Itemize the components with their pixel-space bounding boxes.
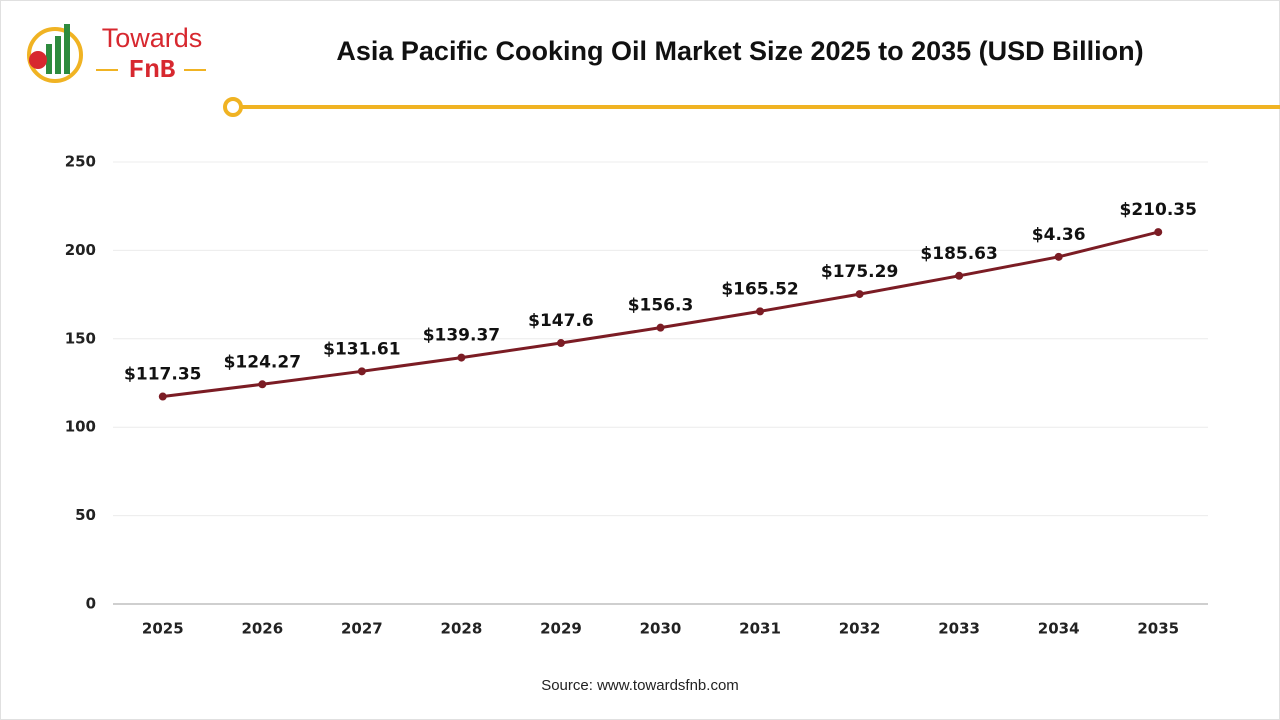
x-tick-label: 2034: [1038, 620, 1080, 638]
logo-bar: [55, 36, 61, 74]
point: [357, 367, 366, 376]
point: [258, 380, 267, 389]
point: [855, 290, 864, 299]
x-tick-label: 2033: [938, 620, 980, 638]
logo-bar: [46, 44, 52, 74]
logo: Towards FnB: [27, 23, 206, 85]
x-tick-label: 2029: [540, 620, 582, 638]
source: Source: www.towardsfnb.com: [541, 677, 739, 694]
data-label: $185.63: [920, 244, 997, 264]
x-tick-label: 2035: [1137, 620, 1179, 638]
data-label: $139.37: [423, 326, 500, 346]
data-label: $165.52: [721, 279, 798, 299]
x-tick-label: 2032: [839, 620, 881, 638]
x-tick-label: 2028: [441, 620, 483, 638]
y-tick-label: 150: [65, 329, 96, 347]
point: [556, 339, 565, 348]
logo-ring: [27, 27, 83, 83]
y-tick-label: 100: [65, 418, 96, 436]
data-label: $175.29: [821, 262, 898, 282]
point: [457, 353, 466, 362]
x-tick-label: 2025: [142, 620, 184, 638]
x-tick-label: 2027: [341, 620, 383, 638]
point: [656, 323, 665, 332]
point: [756, 307, 765, 316]
x-tick-label: 2031: [739, 620, 781, 638]
data-label: $4.36: [1032, 225, 1086, 245]
x-tick-label: 2026: [241, 620, 283, 638]
data-label: $147.6: [528, 311, 594, 331]
data-label: $124.27: [224, 352, 301, 372]
point: [955, 271, 964, 280]
point: [158, 392, 167, 401]
data-label: $210.35: [1120, 200, 1197, 220]
logo-bar: [64, 24, 70, 74]
x-tick-label: 2030: [640, 620, 682, 638]
logo-text: FnB: [129, 55, 176, 85]
data-label: $117.35: [124, 365, 201, 385]
chart-title: Asia Pacific Cooking Oil Market Size 202…: [336, 36, 1143, 66]
data-label: $156.3: [628, 296, 694, 316]
header-dot: [223, 97, 243, 117]
point: [1054, 252, 1063, 261]
point: [1154, 228, 1163, 237]
y-tick-label: 200: [65, 241, 96, 259]
y-tick-label: 50: [75, 506, 96, 524]
y-tick-label: 250: [65, 153, 96, 171]
logo-dot: [29, 51, 47, 69]
logo-text: Towards: [102, 23, 203, 53]
y-tick-label: 0: [86, 595, 96, 613]
data-label: $131.61: [323, 339, 400, 359]
